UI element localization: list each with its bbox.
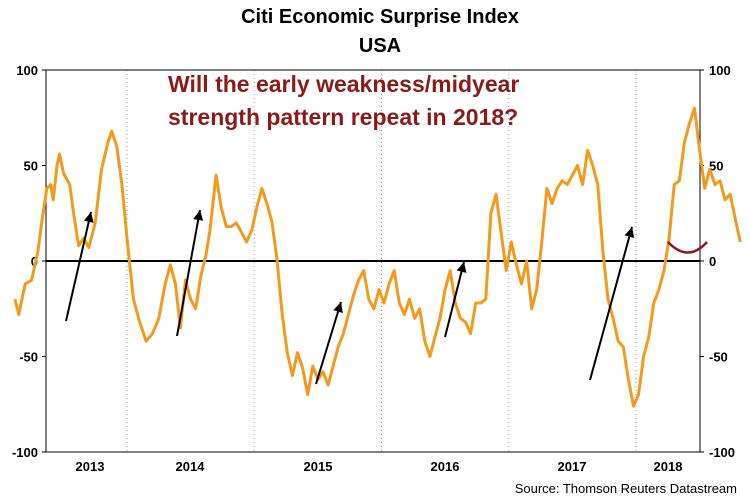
x-tick-label-2016: 2016 — [431, 459, 460, 474]
y-tick-label-right: 50 — [709, 159, 723, 174]
trend-arrowhead-5 — [624, 227, 635, 238]
trend-arrow-4 — [444, 261, 465, 338]
annotation-line-2: strength pattern repeat in 2018? — [168, 104, 518, 130]
source-note: Source: Thomson Reuters Datastream — [515, 481, 737, 496]
annotation-line-1: Will the early weakness/midyear — [168, 71, 519, 97]
series-line — [13, 106, 742, 408]
x-tick-label-2018: 2018 — [654, 459, 683, 474]
trend-arrowhead-1 — [83, 212, 94, 223]
trend-arrow-5 — [589, 226, 633, 381]
arrows-layer — [65, 209, 635, 385]
y-tick-label-right: 0 — [709, 254, 716, 269]
y-tick-label-left: -100 — [12, 445, 38, 460]
x-tick-label-2015: 2015 — [304, 459, 333, 474]
chart-title: Citi Economic Surprise Index — [241, 6, 519, 28]
y-tick-label-right: -50 — [709, 350, 728, 365]
y-tick-label-right: 100 — [709, 63, 731, 78]
y-tick-label-right: -100 — [709, 445, 735, 460]
x-tick-label-2014: 2014 — [176, 459, 206, 474]
y-axis-right: 100 50 0 -50 -100 — [700, 63, 735, 460]
projected-pattern-curve — [667, 241, 708, 254]
y-tick-label-left: 100 — [16, 63, 38, 78]
x-tick-label-2013: 2013 — [76, 459, 105, 474]
y-tick-label-left: -50 — [19, 350, 38, 365]
trend-arrow-2 — [176, 209, 201, 337]
trend-arrow-1 — [65, 211, 92, 322]
trend-arrowhead-3 — [333, 302, 343, 314]
trend-arrowhead-4 — [456, 262, 467, 273]
x-axis: 2013 2014 2015 2016 2017 2018 — [76, 459, 683, 474]
y-tick-label-left: 50 — [24, 159, 38, 174]
trend-arrow-3 — [315, 301, 342, 385]
x-tick-label-2017: 2017 — [558, 459, 587, 474]
trend-arrowhead-2 — [193, 210, 204, 221]
chart-subtitle: USA — [359, 35, 401, 57]
